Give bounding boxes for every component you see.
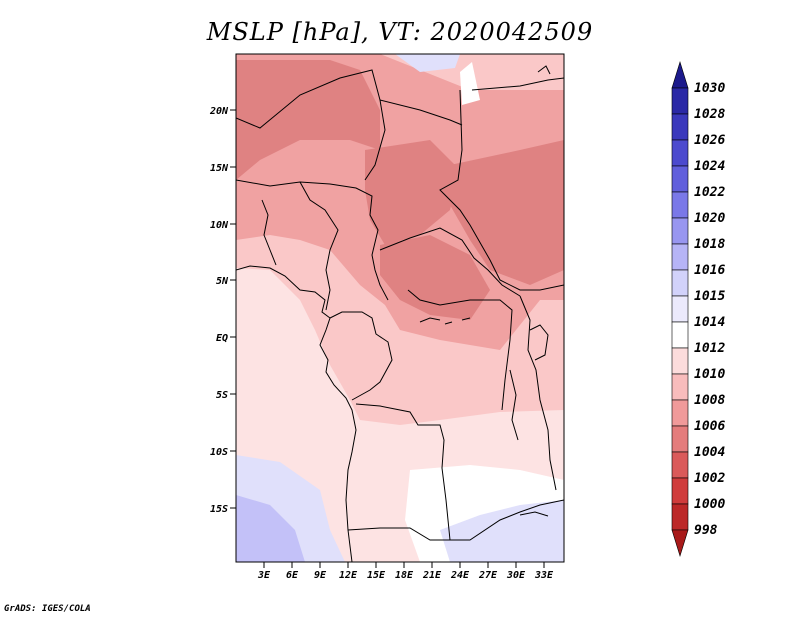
colorbar-segment	[671, 373, 689, 401]
colorbar: 1030 1028 1026 1024 1022 1020 1018 1016 1015 1014…	[671, 60, 725, 558]
colorbar-segment	[671, 477, 689, 505]
border	[355, 403, 451, 541]
colorbar-label: 1016	[694, 263, 725, 278]
lake	[509, 369, 519, 441]
lake	[519, 511, 549, 517]
lake	[419, 317, 471, 325]
colorbar-label: 1026	[694, 133, 725, 148]
lat-label: 10S	[210, 447, 228, 458]
lon-axis: 3E 6E 9E 12E 15E 18E 21E 24E 27E 30E 33E	[257, 562, 554, 581]
pressure-fill	[236, 54, 564, 562]
lat-label: 5S	[216, 390, 228, 401]
colorbar-segment	[671, 217, 689, 245]
border	[236, 179, 389, 301]
border	[439, 89, 564, 291]
border	[471, 77, 564, 91]
colorbar-label: 1030	[694, 81, 725, 96]
colorbar-segment	[671, 243, 689, 271]
lon-label: 18E	[395, 570, 414, 581]
colorbar-segment	[671, 425, 689, 453]
lake	[537, 65, 551, 75]
lat-label: 10N	[210, 220, 229, 231]
colorbar-segment	[671, 347, 689, 375]
colorbar-label: 1028	[694, 107, 725, 122]
border	[299, 181, 339, 311]
lon-label: 21E	[422, 570, 442, 581]
lon-label: 15E	[367, 570, 386, 581]
lat-label: EQ	[216, 333, 228, 344]
lon-label: 12E	[339, 570, 358, 581]
colorbar-segment	[671, 451, 689, 479]
border	[379, 99, 463, 126]
colorbar-segment	[671, 503, 689, 531]
border	[519, 295, 557, 491]
colorbar-label: 1000	[694, 497, 725, 512]
lat-label: 5N	[216, 276, 229, 287]
figure-title: MSLP [hPa], VT: 2020042509	[206, 18, 594, 46]
colorbar-segment	[671, 87, 689, 115]
lon-label: 6E	[286, 570, 299, 581]
lake	[529, 324, 549, 361]
colorbar-label: 1012	[694, 341, 725, 356]
lat-axis: 20N 15N 10N 5N EQ 5S 10S 15S	[209, 106, 236, 515]
colorbar-segment	[671, 60, 689, 89]
colorbar-label: 1018	[694, 237, 725, 252]
border	[261, 199, 277, 266]
colorbar-segment	[671, 321, 689, 349]
pressure-1006-region	[380, 235, 490, 320]
lat-label: 15S	[210, 504, 228, 515]
colorbar-segment	[671, 529, 689, 558]
pressure-1015-region	[440, 500, 564, 562]
pressure-1015-region	[395, 54, 460, 72]
colorbar-label: 1022	[694, 185, 725, 200]
lon-label: 30E	[506, 570, 526, 581]
colorbar-segment	[671, 399, 689, 427]
colorbar-label: 1020	[694, 211, 725, 226]
colorbar-segment	[671, 191, 689, 219]
colorbar-label: 1014	[694, 315, 725, 330]
borders	[236, 65, 564, 562]
colorbar-segment	[671, 165, 689, 193]
colorbar-label: 1006	[694, 419, 725, 434]
colorbar-segment	[671, 139, 689, 167]
lon-label: 9E	[314, 570, 327, 581]
colorbar-label: 1002	[694, 471, 725, 486]
colorbar-label: 1015	[694, 289, 725, 304]
colorbar-segment	[671, 295, 689, 323]
colorbar-label: 998	[694, 523, 718, 538]
border	[329, 311, 393, 401]
border	[407, 289, 513, 411]
border	[347, 499, 564, 541]
colorbar-label: 1008	[694, 393, 725, 408]
pressure-1006-region	[236, 60, 380, 180]
colorbar-segment	[671, 269, 689, 297]
colorbar-label: 1004	[694, 445, 725, 460]
colorbar-segment	[671, 113, 689, 141]
border	[379, 227, 521, 297]
pressure-1014-region	[460, 62, 480, 105]
colorbar-label: 1010	[694, 367, 725, 382]
lon-label: 27E	[478, 570, 498, 581]
lat-label: 15N	[210, 163, 229, 174]
pressure-1006-region	[450, 140, 564, 285]
border	[236, 69, 386, 181]
pressure-1006-region	[365, 140, 460, 245]
credit-text: GrADS: IGES/COLA	[4, 604, 91, 614]
lon-label: 24E	[450, 570, 470, 581]
lon-label: 33E	[534, 570, 554, 581]
lon-label: 3E	[257, 570, 271, 581]
map-frame	[235, 53, 565, 563]
lat-label: 20N	[209, 106, 229, 117]
pressure-1016-region	[236, 495, 305, 562]
coastline	[236, 265, 357, 562]
colorbar-label: 1024	[694, 159, 725, 174]
